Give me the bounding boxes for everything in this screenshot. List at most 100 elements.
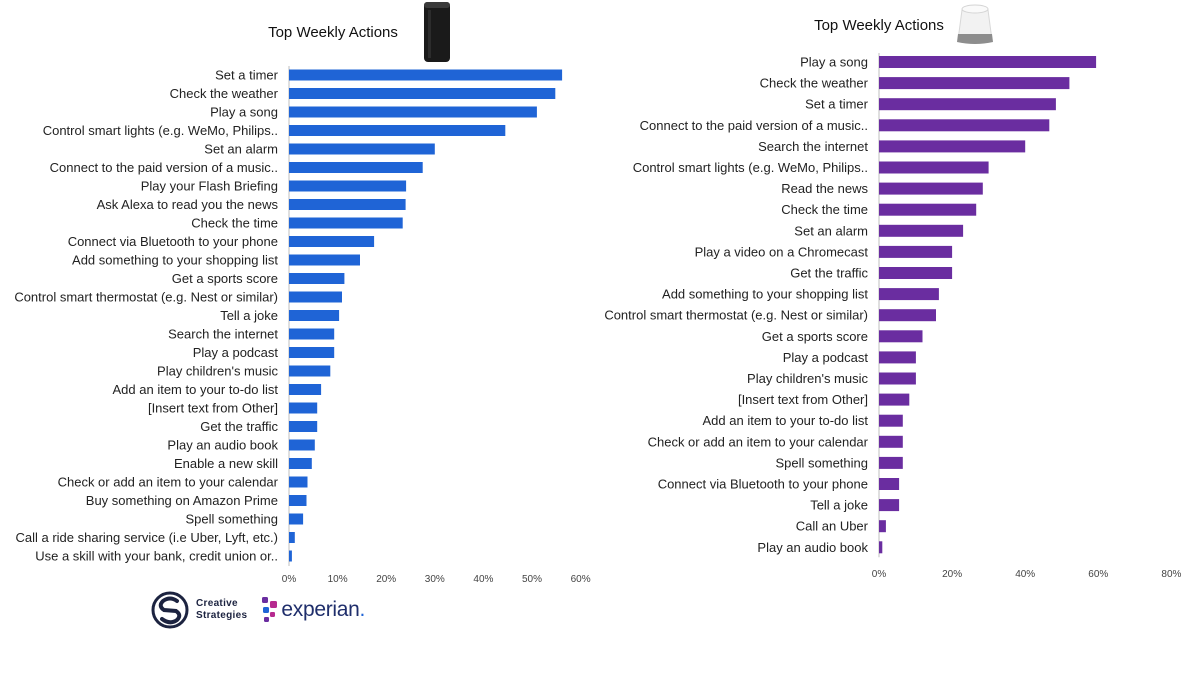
echo-bar xyxy=(289,88,556,99)
google-home-category-label: Connect via Bluetooth to your phone xyxy=(658,477,868,492)
echo-bar xyxy=(289,476,308,488)
echo-chart-title: Top Weekly Actions xyxy=(268,24,398,41)
google-home-x-tick-label: 40% xyxy=(1015,569,1035,580)
google-home-bar xyxy=(879,119,1050,132)
echo-category-label: Spell something xyxy=(186,512,279,527)
echo-bar xyxy=(289,421,318,432)
google-home-bar xyxy=(879,478,900,490)
google-home-category-label: Check the time xyxy=(781,202,868,217)
echo-bar xyxy=(289,458,312,469)
echo-bar xyxy=(289,273,345,284)
google-home-bar xyxy=(879,541,883,554)
google-home-bar xyxy=(879,351,916,364)
echo-category-label: Set an alarm xyxy=(204,142,278,157)
google-home-category-label: Check the weather xyxy=(760,76,869,91)
echo-category-label: Control smart lights (e.g. WeMo, Philips… xyxy=(43,123,278,138)
experian-dots-icon xyxy=(262,597,278,622)
creative-strategies-line2: Strategies xyxy=(196,610,248,621)
creative-strategies-logo: Creative Strategies xyxy=(150,590,247,630)
google-home-category-label: Tell a joke xyxy=(810,498,868,513)
google-home-category-labels: Play a song Check the weather Set a timer C… xyxy=(604,55,868,555)
google-home-bar xyxy=(879,414,903,427)
google-home-bar xyxy=(879,520,886,533)
google-home-bar xyxy=(879,56,1097,68)
echo-category-label: Tell a joke xyxy=(220,308,278,323)
google-home-category-label: Play a song xyxy=(800,55,868,70)
google-home-category-label: Call an Uber xyxy=(796,519,869,534)
echo-category-label: Check the weather xyxy=(170,86,279,101)
google-home-bar xyxy=(879,245,953,258)
google-home-x-tick-label: 80% xyxy=(1161,569,1181,580)
google-home-bar xyxy=(879,224,964,237)
echo-category-label: Play children's music xyxy=(157,364,278,379)
echo-bar xyxy=(289,365,331,377)
echo-chart: Top Weekly Actions Set a timer Check the … xyxy=(14,2,591,585)
echo-category-label: Ask Alexa to read you the news xyxy=(97,197,279,212)
google-home-bar xyxy=(879,203,977,216)
google-home-category-label: Play an audio book xyxy=(757,540,868,555)
echo-bar xyxy=(289,513,304,525)
echo-x-tick-label: 10% xyxy=(328,574,348,585)
google-home-bar xyxy=(879,330,923,343)
echo-category-label: Call a ride sharing service (i.e Uber, L… xyxy=(15,530,278,545)
echo-category-label: Play a podcast xyxy=(193,345,279,360)
google-home-chart-title: Top Weekly Actions xyxy=(814,17,944,34)
echo-bar xyxy=(289,143,435,155)
echo-x-tick-label: 20% xyxy=(376,574,396,585)
echo-bar xyxy=(289,199,406,210)
google-home-category-label: [Insert text from Other] xyxy=(738,392,868,407)
creative-strategies-mark-icon xyxy=(151,591,189,629)
echo-bar xyxy=(289,254,360,266)
echo-category-label: Check or add an item to your calendar xyxy=(58,475,279,490)
google-home-bar xyxy=(879,267,953,279)
google-home-bar xyxy=(879,372,916,385)
google-home-category-label: Add an item to your to-do list xyxy=(703,413,869,428)
google-home-bar xyxy=(879,288,939,301)
google-home-chart: Top Weekly Actions Play a song Check the … xyxy=(604,4,1182,580)
google-home-category-label: Connect to the paid version of a music.. xyxy=(640,118,868,133)
google-home-x-tick-label: 60% xyxy=(1088,569,1108,580)
echo-category-label: Connect to the paid version of a music.. xyxy=(50,160,278,175)
google-home-category-label: Get a sports score xyxy=(762,329,868,344)
google-home-bar xyxy=(879,77,1070,90)
echo-category-label: Use a skill with your bank, credit union… xyxy=(35,549,278,564)
echo-bar xyxy=(289,106,537,118)
experian-dot: . xyxy=(359,598,366,621)
experian-wordmark: experian. xyxy=(281,598,365,622)
google-home-category-label: Read the news xyxy=(781,181,868,196)
google-home-category-label: Get the traffic xyxy=(790,266,868,281)
echo-bar xyxy=(289,347,335,358)
echo-category-label: Play an audio book xyxy=(167,438,278,453)
google-home-x-tick-label: 20% xyxy=(942,569,962,580)
echo-bar xyxy=(289,384,322,395)
echo-category-label: Get a sports score xyxy=(172,271,278,286)
echo-category-label: Connect via Bluetooth to your phone xyxy=(68,234,278,249)
echo-x-tick-label: 0% xyxy=(282,574,297,585)
echo-category-label: Add something to your shopping list xyxy=(72,253,278,268)
echo-bar xyxy=(289,180,407,192)
echo-x-tick-label: 30% xyxy=(425,574,445,585)
echo-bar xyxy=(289,532,295,543)
google-home-bar xyxy=(879,182,983,195)
echo-bar xyxy=(289,69,563,81)
experian-logo: experian. xyxy=(261,595,365,625)
echo-bar xyxy=(289,217,403,229)
echo-bar xyxy=(289,291,342,303)
echo-x-tick-label: 60% xyxy=(571,574,591,585)
echo-bar xyxy=(289,495,307,506)
google-home-category-label: Spell something xyxy=(776,455,869,470)
google-home-bar xyxy=(879,456,903,469)
google-home-category-label: Play a video on a Chromecast xyxy=(695,244,869,259)
echo-bar xyxy=(289,439,315,451)
echo-category-label: Get the traffic xyxy=(200,419,278,434)
echo-category-label: Set a timer xyxy=(215,68,279,83)
google-home-bar xyxy=(879,309,936,322)
creative-strategies-wordmark: Creative Strategies xyxy=(196,598,247,622)
echo-bar xyxy=(289,328,335,340)
google-home-category-label: Set an alarm xyxy=(794,223,868,238)
echo-bar xyxy=(289,125,506,136)
google-home-x-tick-label: 0% xyxy=(872,569,887,580)
google-home-bars xyxy=(879,56,1097,554)
echo-bar xyxy=(289,310,340,321)
echo-category-label: [Insert text from Other] xyxy=(148,401,278,416)
